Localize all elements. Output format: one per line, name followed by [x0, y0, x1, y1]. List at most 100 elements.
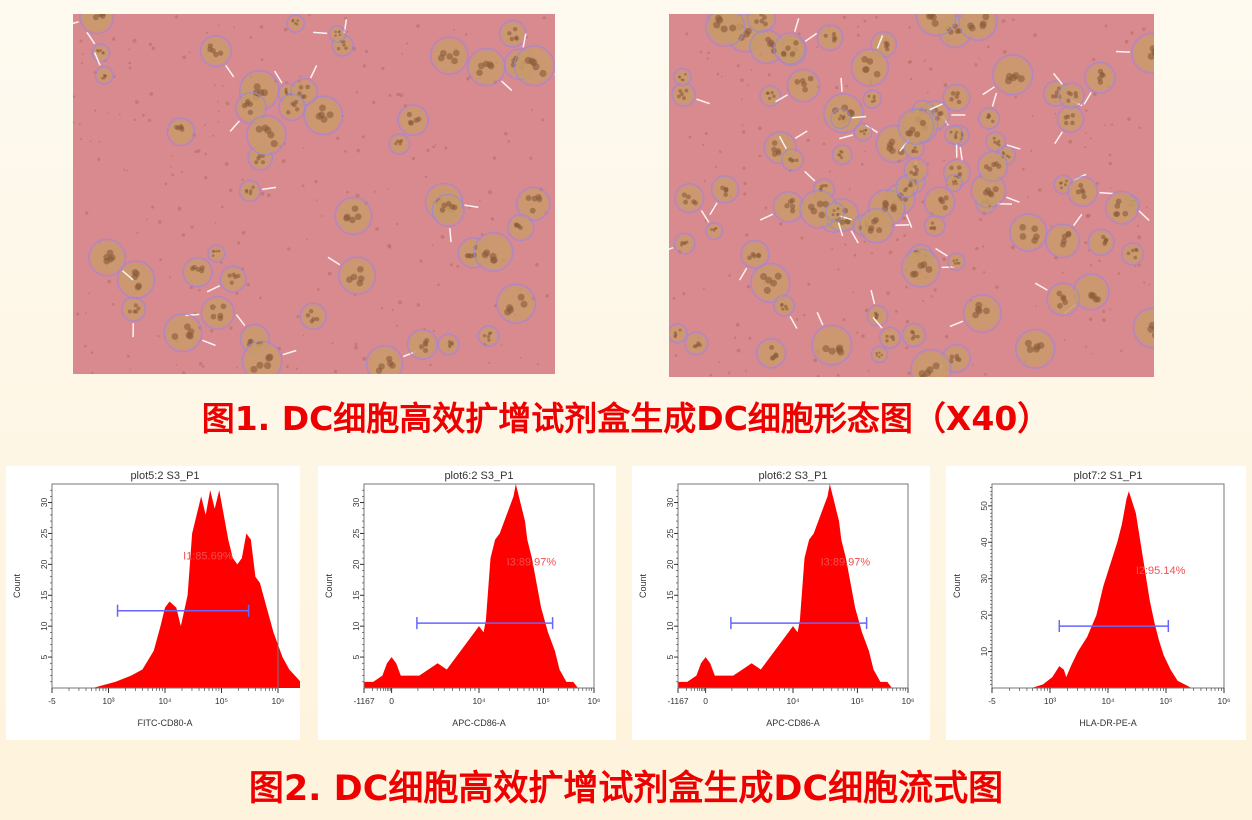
cell: [1115, 32, 1154, 74]
cell: [303, 95, 344, 136]
x-tick-label: 10⁵: [1160, 696, 1173, 706]
histogram-area: [364, 484, 578, 688]
cell: [327, 256, 377, 295]
cell: [910, 348, 952, 377]
cell: [1045, 213, 1083, 259]
y-tick-label: 15: [665, 590, 675, 600]
cell: [388, 133, 411, 155]
cell: [669, 323, 688, 344]
x-tick-label: -1167: [353, 696, 374, 706]
y-tick-label: 30: [665, 498, 675, 508]
cell: [1052, 72, 1085, 109]
cell: [830, 108, 867, 130]
cell: [903, 157, 929, 183]
cell: [778, 136, 805, 172]
y-tick-label: 10: [351, 621, 361, 631]
gate-marker[interactable]: [116, 604, 250, 617]
cell: [709, 175, 740, 216]
cell: [1120, 242, 1145, 266]
cell: [245, 114, 287, 156]
cell: [773, 18, 806, 65]
y-axis-label: Count: [952, 574, 962, 599]
cell: [982, 54, 1034, 96]
cell: [1008, 213, 1048, 252]
cell: [746, 14, 777, 33]
y-tick-label: 25: [39, 528, 49, 538]
gate-percentage-label: I3:89.97%: [507, 557, 557, 569]
cell: [299, 302, 327, 330]
gate-percentage-label: I3:89.97%: [821, 557, 871, 569]
x-axis-label: HLA-DR-PE-A: [1079, 718, 1137, 728]
cell: [1087, 228, 1115, 257]
y-tick-label: 15: [351, 590, 361, 600]
cell: [1053, 173, 1087, 195]
gate-marker[interactable]: [730, 617, 868, 630]
cell: [671, 82, 710, 108]
y-tick-label: 40: [979, 537, 989, 547]
cell: [870, 345, 889, 364]
plot-title: plot7:2 S1_P1: [1073, 470, 1142, 482]
histogram-area: [992, 491, 1192, 688]
y-tick-label: 5: [665, 654, 675, 659]
cell: [229, 91, 267, 132]
x-tick-label: 10⁶: [272, 696, 285, 706]
cell: [700, 210, 724, 241]
cell: [241, 340, 297, 374]
cell: [278, 93, 306, 122]
cell: [182, 257, 213, 288]
flow-panel-4: plot7:2 S1_P1 10 20 30 40 50 -5 10³ 10⁴ 10⁵ 10⁶ HLA…: [946, 466, 1246, 740]
y-tick-label: 10: [665, 621, 675, 631]
cell: [406, 328, 438, 361]
x-tick-label: 10⁵: [215, 696, 228, 706]
cell: [515, 186, 551, 222]
y-tick-label: 5: [39, 654, 49, 659]
cell: [1015, 328, 1056, 370]
cell: [872, 316, 902, 349]
x-tick-label: 10³: [1044, 696, 1056, 706]
x-tick-label: 10⁵: [537, 696, 550, 706]
cell: [334, 196, 373, 236]
cell: [977, 92, 1001, 130]
x-tick-label: 10⁵: [851, 696, 864, 706]
cell: [870, 30, 898, 58]
cell: [738, 239, 770, 281]
cell: [759, 84, 782, 108]
histogram-area: [678, 484, 892, 688]
gate-marker[interactable]: [416, 617, 554, 630]
y-tick-label: 20: [979, 610, 989, 620]
cell: [811, 312, 853, 366]
cell: [858, 208, 910, 244]
cell: [750, 262, 791, 304]
cell: [88, 238, 134, 281]
cell: [923, 186, 956, 219]
y-tick-label: 25: [351, 528, 361, 538]
histogram-area: [52, 490, 300, 688]
cell: [977, 150, 1009, 183]
cell: [915, 14, 957, 37]
y-axis-label: Count: [324, 574, 334, 599]
cell: [669, 232, 696, 255]
y-tick-label: 30: [351, 498, 361, 508]
cell: [185, 295, 235, 331]
cell: [513, 45, 555, 87]
cell: [866, 290, 889, 327]
x-axis-label: FITC-CD80-A: [137, 718, 192, 728]
plot-title: plot6:2 S3_P1: [444, 470, 513, 482]
cell: [755, 338, 787, 369]
y-tick-label: 5: [351, 654, 361, 659]
cell: [944, 174, 964, 193]
cell-micrograph-image: [73, 14, 555, 374]
y-axis-label: Count: [12, 574, 22, 599]
cell: [897, 108, 935, 145]
x-tick-label: 0: [703, 696, 708, 706]
x-tick-label: 10⁴: [786, 696, 799, 706]
cell: [73, 14, 115, 35]
cell: [940, 113, 965, 146]
gate-marker[interactable]: [1058, 620, 1170, 633]
cell: [206, 265, 247, 293]
cell: [1067, 176, 1114, 208]
x-tick-label: 10⁶: [902, 696, 915, 706]
y-tick-label: 50: [979, 501, 989, 511]
x-tick-label: 10⁴: [158, 696, 171, 706]
cell: [467, 47, 513, 92]
